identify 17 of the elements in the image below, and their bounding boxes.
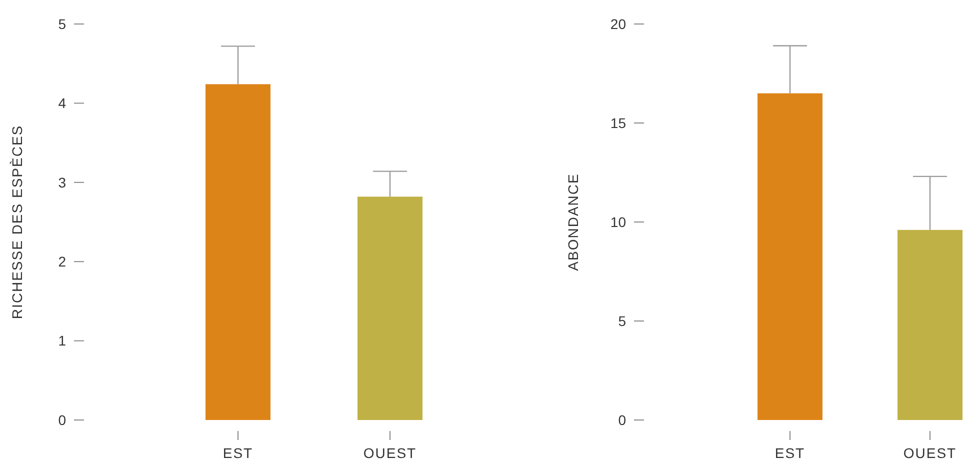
x-tick-label: OUEST bbox=[903, 445, 957, 461]
y-tick-label: 2 bbox=[58, 254, 66, 270]
y-tick-label: 0 bbox=[618, 412, 626, 428]
y-tick-label: 5 bbox=[58, 16, 66, 32]
x-tick-label: EST bbox=[774, 445, 806, 461]
y-tick-label: 15 bbox=[610, 114, 626, 131]
y-tick-label: 5 bbox=[618, 312, 626, 329]
x-tick-label: OUEST bbox=[363, 445, 417, 461]
y-tick-label: 3 bbox=[58, 174, 66, 190]
y-axis-title: ABONDANCE bbox=[565, 173, 581, 271]
y-tick-label: 0 bbox=[58, 412, 66, 428]
y-tick-label: 1 bbox=[58, 332, 66, 349]
y-axis-title: RICHESSE DES ESPÈCES bbox=[9, 124, 25, 320]
y-tick-label: 10 bbox=[610, 214, 626, 230]
x-tick-label: EST bbox=[222, 445, 254, 461]
y-tick-label: 4 bbox=[58, 95, 66, 112]
y-tick-label: 20 bbox=[610, 16, 626, 32]
